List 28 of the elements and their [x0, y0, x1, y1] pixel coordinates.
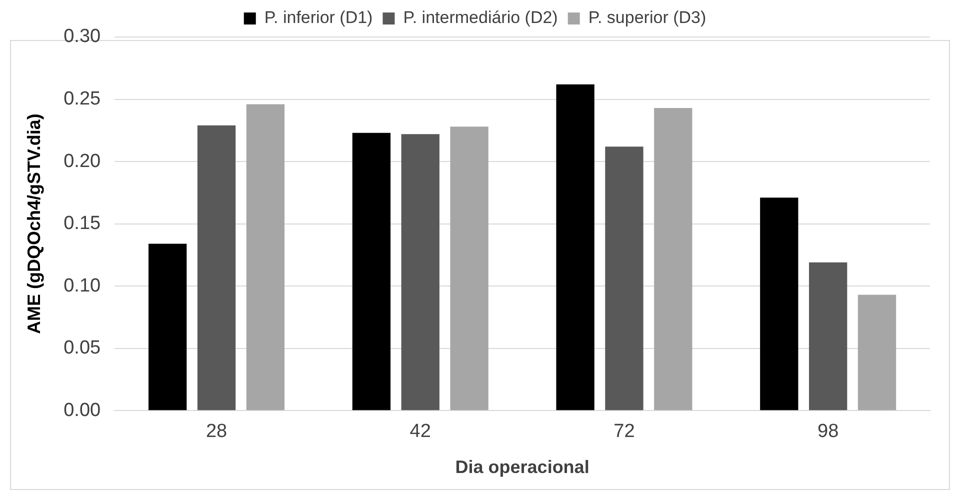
bar	[760, 198, 798, 410]
x-tick-label: 28	[206, 421, 228, 442]
y-tick-label: 0.15	[64, 213, 101, 234]
legend-label: P. intermediário (D2)	[403, 8, 558, 28]
y-tick-label: 0.25	[64, 88, 101, 110]
legend-label: P. inferior (D1)	[264, 8, 373, 28]
x-tick-label: 98	[818, 421, 839, 442]
bar	[148, 244, 187, 410]
bar	[352, 132, 391, 410]
y-axis-title: AME (gDQOch4/gSTV.dia)	[24, 114, 44, 334]
y-tick-label: 0.10	[64, 275, 101, 296]
bar	[197, 125, 236, 410]
y-tick-label: 0.05	[64, 338, 101, 359]
bar	[858, 294, 896, 410]
bar	[556, 84, 594, 410]
y-tick-label: 0.00	[64, 400, 101, 421]
bar	[401, 134, 440, 410]
y-tick-label: 0.20	[64, 150, 101, 172]
x-tick-label: 72	[614, 421, 635, 442]
bar	[654, 108, 692, 410]
bar	[605, 146, 644, 410]
bar	[808, 262, 848, 410]
y-tick-label: 0.30	[64, 26, 101, 48]
legend-label: P. superior (D3)	[588, 8, 706, 28]
x-tick-label: 42	[410, 421, 431, 442]
bar	[246, 104, 285, 410]
x-axis-title: Dia operacional	[455, 457, 590, 478]
bar	[450, 126, 488, 410]
